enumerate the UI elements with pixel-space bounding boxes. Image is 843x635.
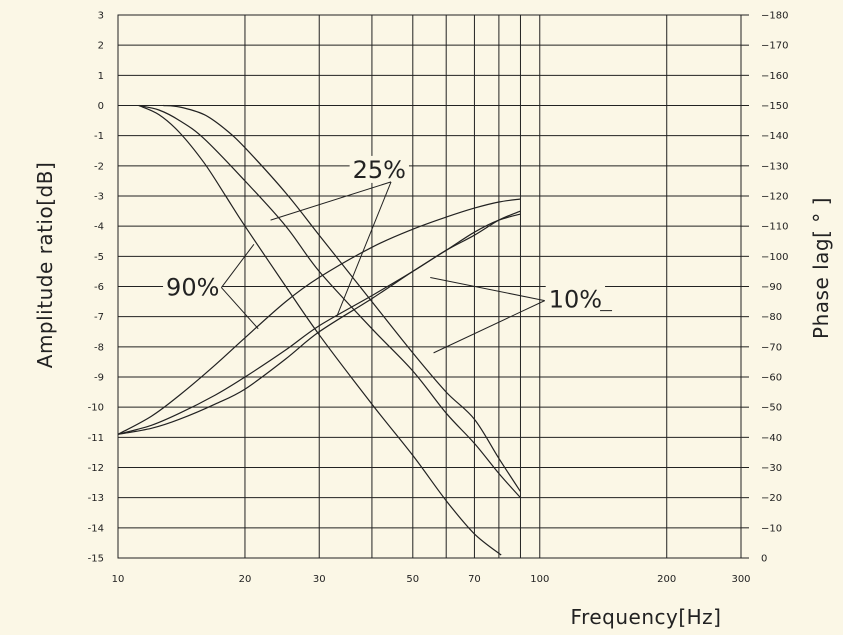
y-left-tick-label: 3 <box>98 11 104 22</box>
y-left-tick-label: -6 <box>94 282 104 293</box>
y-right-tick-label: −170 <box>761 41 788 52</box>
amplitude-curve-1 <box>138 104 502 556</box>
phase-curve-6 <box>117 213 521 435</box>
annotation-background <box>545 285 606 313</box>
series-group <box>117 104 522 556</box>
y-right-tick-label: −60 <box>761 373 782 384</box>
y-right-tick-label: −130 <box>761 161 788 172</box>
y-left-tick-label: -7 <box>94 312 104 323</box>
x-tick-label: 70 <box>468 574 481 585</box>
y-left-tick-label: -1 <box>94 131 104 142</box>
y-left-tick-label: 2 <box>98 41 104 52</box>
y-left-tick-label: -15 <box>88 554 104 565</box>
x-tick-label: 10 <box>112 574 125 585</box>
amplitude-curve-3 <box>163 104 522 492</box>
y-right-tick-label: −180 <box>761 11 788 22</box>
x-axis-title: Frequency[Hz] <box>571 605 722 629</box>
phase-curve-5 <box>117 210 521 435</box>
annotation-label: 10% <box>549 286 602 314</box>
y-axis-title-right: Phase lag[ ° ] <box>809 197 833 339</box>
y-left-tick-label: -13 <box>88 493 104 504</box>
annotation-leader <box>270 181 392 221</box>
y-right-tick-label: −50 <box>761 403 782 414</box>
y-left-tick-label: -11 <box>88 433 104 444</box>
y-left-tick-label: 1 <box>98 71 104 82</box>
y-right-tick-label: 0 <box>761 554 767 565</box>
y-right-tick-label: −140 <box>761 131 788 142</box>
y-right-tick-label: −120 <box>761 192 788 203</box>
y-right-tick-label: −110 <box>761 222 788 233</box>
y-left-tick-label: -5 <box>94 252 104 263</box>
y-left-tick-label: -9 <box>94 373 104 384</box>
y-right-tick-label: −90 <box>761 282 782 293</box>
annotation-leader <box>221 243 255 288</box>
y-right-tick-label: −80 <box>761 312 782 323</box>
x-tick-label: 30 <box>313 574 326 585</box>
y-left-tick-label: -4 <box>94 222 104 233</box>
y-right-tick-label: −20 <box>761 493 782 504</box>
y-right-tick-label: −30 <box>761 463 782 474</box>
y-right-tick-label: −100 <box>761 252 788 263</box>
y-left-tick-label: -3 <box>94 192 104 203</box>
phase-curve-4 <box>117 198 521 435</box>
annotations: 25% 90% 10% <box>163 155 613 354</box>
annotation-background <box>163 273 223 301</box>
x-tick-label: 200 <box>657 574 676 585</box>
y-right-tick-label: −40 <box>761 433 782 444</box>
annotation-leader <box>433 300 545 354</box>
amplitude-curve-2 <box>138 104 521 499</box>
y-left-tick-label: -12 <box>88 463 104 474</box>
annotation-background <box>349 155 409 183</box>
y-axis-title-left: Amplitude ratio[dB] <box>33 162 57 368</box>
annotation-leader <box>221 287 259 330</box>
x-tick-label: 50 <box>406 574 419 585</box>
annotation-leader <box>430 276 545 302</box>
y-left-tick-label: -10 <box>88 403 104 414</box>
annotation-label: 90% <box>166 274 219 302</box>
right-axis-ticks: −180−170−160−150−140−130−120−110−100−90−… <box>741 11 788 565</box>
x-tick-label: 20 <box>239 574 252 585</box>
y-left-tick-label: -14 <box>88 523 104 534</box>
x-tick-label: 300 <box>731 574 750 585</box>
x-axis-ticks: 10 20 30 50 70 100 200 300 <box>112 574 751 585</box>
y-right-tick-label: −10 <box>761 523 782 534</box>
grid <box>117 14 741 559</box>
left-axis-ticks: 3 2 1 0 -1 -2 -3 -4 -5 -6 -7 -8 -9 -10 -11 -12 -13 -14 -15 <box>88 11 104 565</box>
y-left-tick-label: -8 <box>94 342 104 353</box>
y-right-tick-label: −160 <box>761 71 788 82</box>
annotation-label: 25% <box>353 156 406 184</box>
y-left-tick-label: -2 <box>94 161 104 172</box>
annotation-leader <box>336 181 392 317</box>
y-right-tick-label: −150 <box>761 101 788 112</box>
x-tick-label: 100 <box>530 574 549 585</box>
y-right-tick-label: −70 <box>761 342 782 353</box>
y-left-tick-label: 0 <box>98 101 104 112</box>
